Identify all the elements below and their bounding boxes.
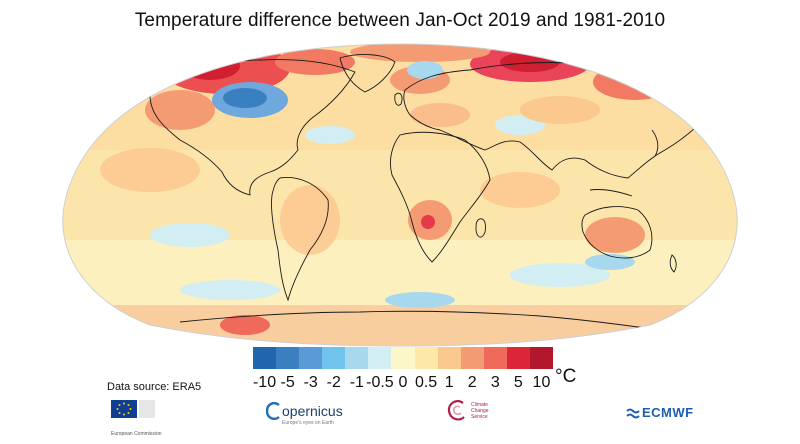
cold-indian-ocean <box>510 263 610 287</box>
legend-label: 1 <box>444 374 454 391</box>
legend-label: -5 <box>280 374 295 391</box>
cold-south-pacific <box>150 223 230 247</box>
warm-indian-ocean-nw <box>480 172 560 208</box>
coast-uk <box>394 92 403 106</box>
coast-japan <box>651 129 659 157</box>
warm-south-america <box>280 185 340 255</box>
copernicus-text: opernicus <box>282 403 343 419</box>
ecmwf-wave-icon <box>626 408 640 418</box>
eu-flag-icon <box>111 400 155 418</box>
legend-swatch <box>345 347 369 369</box>
cold-greenland-sea <box>407 61 443 79</box>
legend-swatch <box>368 347 392 369</box>
legend-label: 2 <box>467 374 477 391</box>
coast-new-zealand <box>669 254 677 273</box>
cold-south-ocean-pac <box>180 280 280 300</box>
legend-color-bar <box>253 347 554 369</box>
coast-indonesia <box>589 189 633 197</box>
legend-labels: -10 -5 -3 -2 -1 -0.5 0 0.5 1 2 3 5 10 <box>253 374 553 394</box>
data-source: Data source: ERA5 <box>107 381 202 393</box>
copernicus-c-icon <box>266 402 280 420</box>
legend-label: 0.5 <box>414 374 438 391</box>
legend-swatch <box>506 347 530 369</box>
legend-label: 3 <box>490 374 500 391</box>
legend-swatch <box>460 347 484 369</box>
anomaly-arctic-ocean <box>350 44 490 62</box>
coast-madagascar <box>475 218 486 238</box>
coast-north-america <box>149 59 356 196</box>
legend-swatch <box>322 347 346 369</box>
legend-label: -2 <box>326 374 341 391</box>
warm-tropical-pacific <box>100 148 200 192</box>
legend-label: -3 <box>303 374 318 391</box>
legend-label: 10 <box>532 374 551 391</box>
ecmwf-text: ECMWF <box>642 405 694 420</box>
legend-swatch <box>529 347 554 369</box>
legend-swatch <box>437 347 461 369</box>
warm-south-africa-core <box>421 215 435 229</box>
cold-north-atlantic <box>305 126 355 144</box>
color-legend: -10 -5 -3 -2 -1 -0.5 0 0.5 1 2 3 5 10 <box>253 347 554 391</box>
legend-swatch <box>483 347 507 369</box>
coast-africa <box>389 131 491 263</box>
legend-swatch <box>253 347 277 369</box>
legend-unit: °C <box>555 366 577 387</box>
c3s-swirl-icon <box>447 400 465 421</box>
warm-antarctic-peninsula <box>220 315 270 335</box>
copernicus-subtitle: Europe's eyes on Earth <box>282 420 334 426</box>
legend-label: -0.5 <box>366 374 394 391</box>
legend-label: 0 <box>398 374 408 391</box>
legend-swatch <box>391 347 415 369</box>
legend-label: -1 <box>349 374 364 391</box>
coast-greenland <box>339 54 396 93</box>
globe-outline <box>62 43 738 347</box>
warm-australia <box>585 217 645 253</box>
copernicus-logo: opernicus Europe's eyes on Earth <box>266 402 343 426</box>
coast-australia <box>581 206 653 259</box>
anomaly-pacific-nw <box>145 90 215 130</box>
warm-europe <box>410 103 470 127</box>
anomaly-alaska-core <box>180 52 240 80</box>
legend-label: -10 <box>252 374 277 391</box>
map-title: Temperature difference between Jan-Oct 2… <box>134 10 666 31</box>
legend-swatch <box>414 347 438 369</box>
eu-logo: European Commission <box>111 400 171 437</box>
coast-antarctica <box>179 310 661 331</box>
coast-south-america <box>271 177 329 302</box>
warm-central-asia <box>520 96 600 124</box>
legend-swatch <box>299 347 323 369</box>
cold-north-america-core <box>223 88 267 108</box>
eu-logo-text: European Commission <box>111 431 162 437</box>
ecmwf-logo: ECMWF <box>626 405 694 420</box>
cold-south-ocean-atl <box>385 292 455 308</box>
legend-swatch <box>276 347 300 369</box>
c3s-text: Climate Change Service <box>471 402 489 420</box>
anomaly-east-siberia <box>593 64 677 100</box>
legend-label: 5 <box>513 374 523 391</box>
c3s-logo: Climate Change Service <box>446 398 505 424</box>
